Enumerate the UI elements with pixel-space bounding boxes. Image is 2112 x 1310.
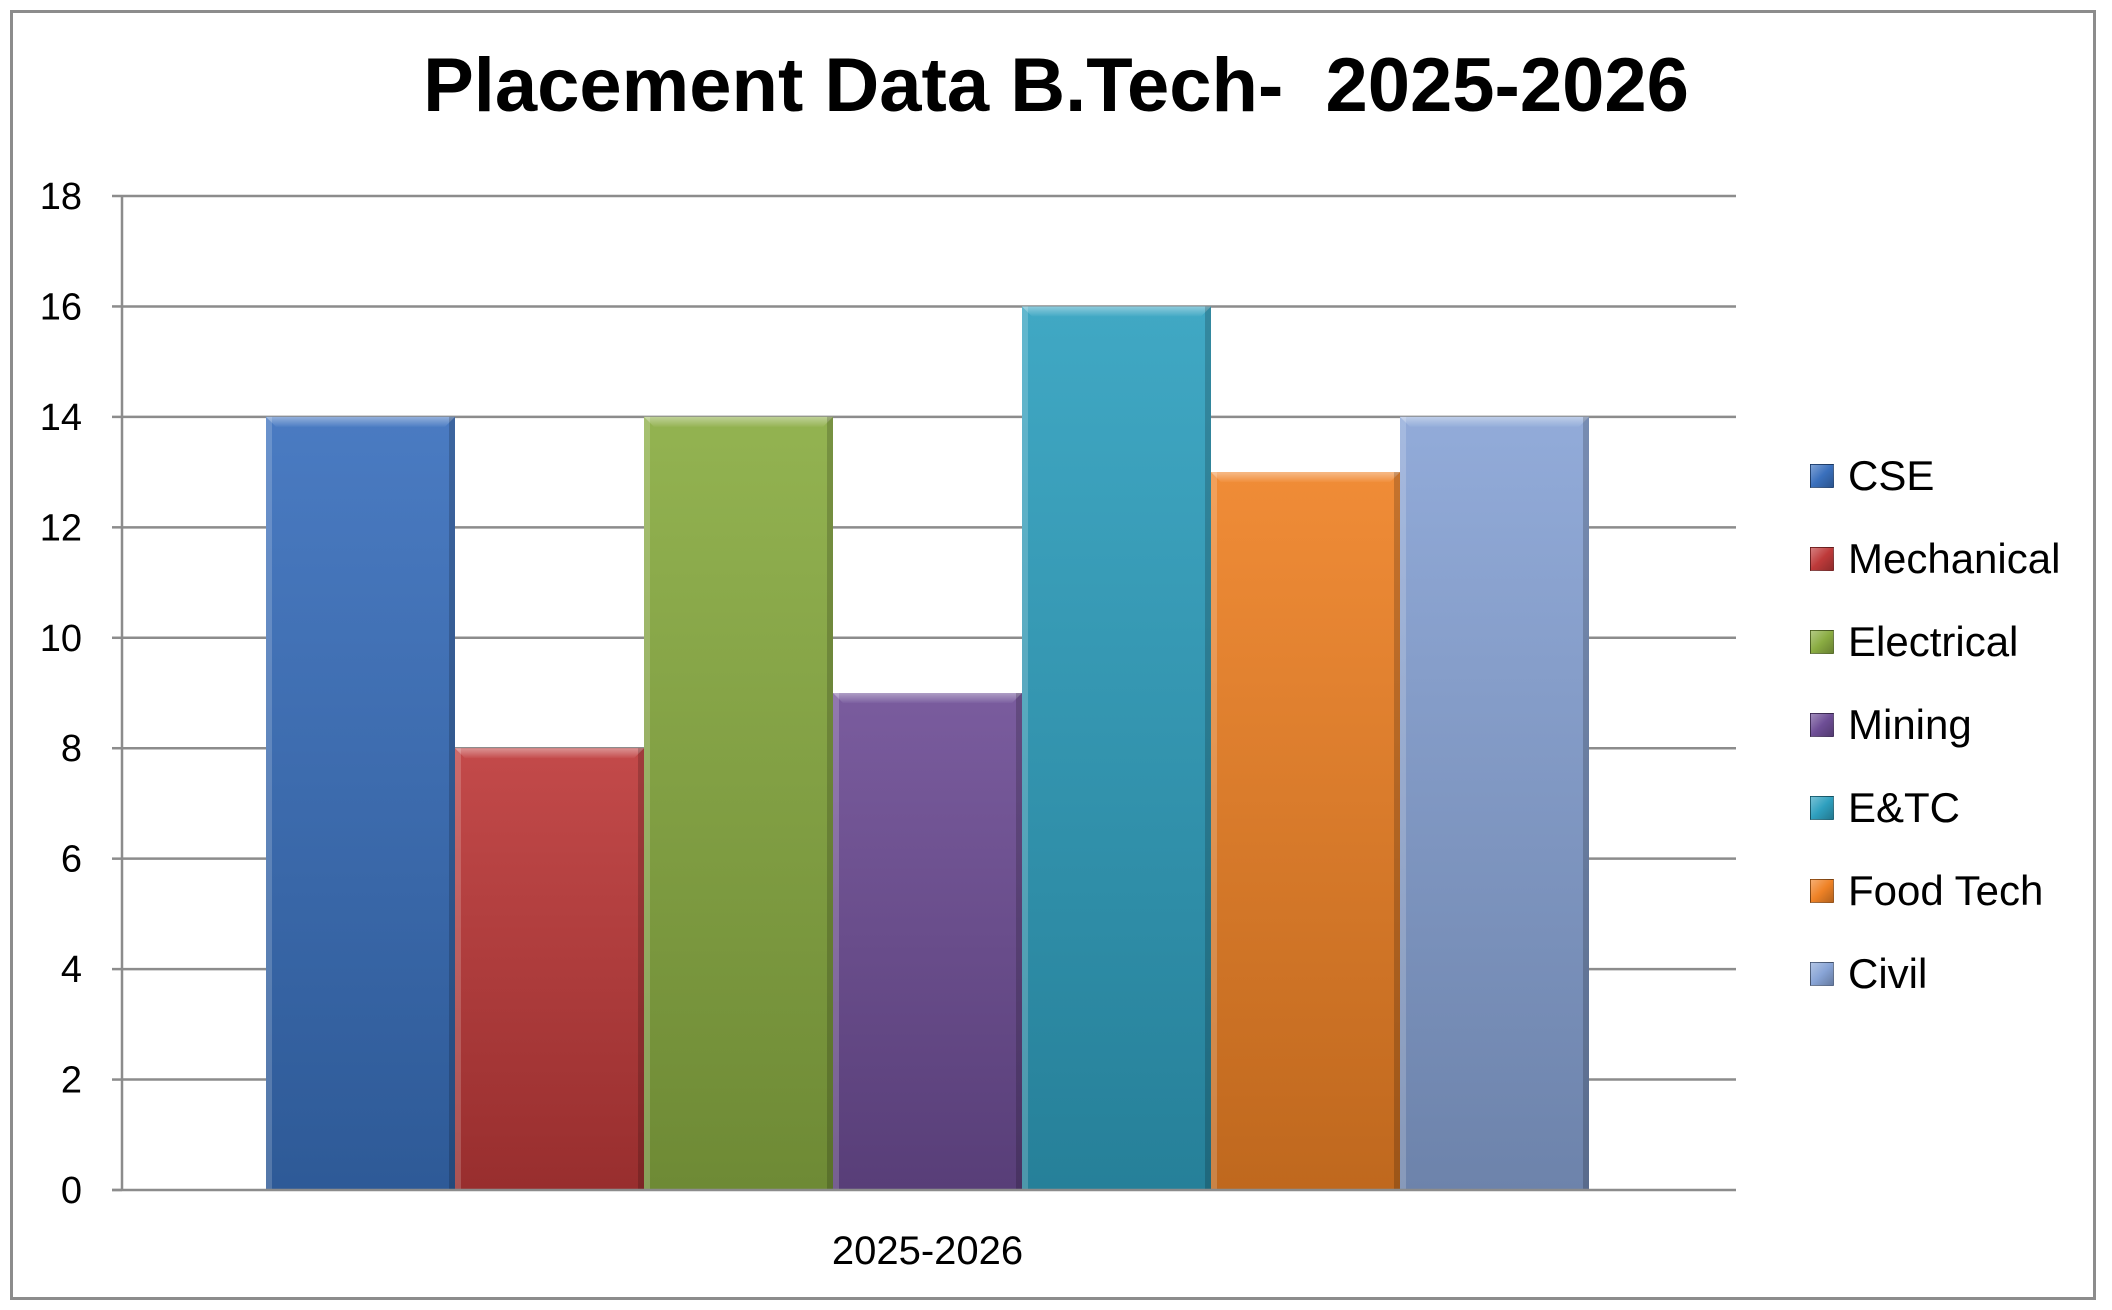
legend-label: CSE [1848, 452, 1935, 499]
bar-cse [266, 416, 455, 1190]
y-tick-label: 2 [61, 1060, 82, 1102]
y-tick-label: 0 [61, 1170, 82, 1212]
bar-mechanical [455, 748, 644, 1190]
bar-bevel-top [1022, 306, 1211, 317]
bar-bevel-right [638, 748, 644, 1190]
legend-item: Mining [1808, 697, 2098, 780]
y-tick-label: 4 [61, 949, 82, 991]
bar-e-tc [1022, 306, 1211, 1190]
legend-swatch [1810, 879, 1834, 903]
legend-item: CSE [1808, 448, 2098, 531]
bar-bevel-right [1016, 693, 1022, 1190]
bar-bevel-right [449, 416, 455, 1190]
chart-legend: CSE Mechanical Electrical Mining E&TC Food Te… [1808, 448, 2098, 1029]
axes [112, 194, 1736, 1192]
bar-mining [833, 693, 1022, 1190]
legend-label: Mechanical [1848, 535, 2061, 582]
y-tick-label: 14 [40, 397, 82, 439]
bar-bevel-left [1211, 472, 1217, 1191]
legend-label: Mining [1848, 701, 1972, 748]
legend-swatch [1810, 630, 1834, 654]
bar-electrical [644, 416, 833, 1190]
legend-item: Food Tech [1808, 863, 2098, 946]
bar-bevel-top [455, 748, 644, 759]
legend-item: E&TC [1808, 780, 2098, 863]
y-tick-label: 8 [61, 728, 82, 770]
bar-body [1022, 306, 1211, 1190]
bar-bevel-top [833, 693, 1022, 703]
y-tick-label: 18 [40, 176, 82, 218]
legend-swatch [1810, 796, 1834, 820]
bar-body [266, 416, 455, 1190]
y-tick-label: 10 [40, 618, 82, 660]
bar-bevel-left [1022, 306, 1028, 1190]
legend-swatch [1810, 713, 1834, 737]
bar-body [1400, 416, 1589, 1190]
bar-bevel-left [644, 416, 650, 1190]
bar-bevel-top [1400, 416, 1589, 427]
legend-swatch [1810, 962, 1834, 986]
legend-item: Electrical [1808, 614, 2098, 697]
y-tick-label: 12 [40, 507, 82, 549]
bar-body [455, 748, 644, 1190]
bar-body [644, 416, 833, 1190]
bar-bevel-right [1583, 416, 1589, 1190]
bar-bevel-top [1211, 472, 1400, 483]
bar-body [833, 693, 1022, 1190]
bars [266, 306, 1589, 1191]
bar-bevel-right [827, 416, 833, 1190]
legend-label: Electrical [1848, 618, 2019, 665]
legend-label: E&TC [1848, 784, 1961, 831]
legend-swatch [1810, 547, 1834, 571]
x-category-label: 2025-2026 [832, 1229, 1023, 1273]
bar-bevel-top [644, 416, 833, 427]
legend-item: Civil [1808, 946, 2098, 1029]
bar-food-tech [1211, 472, 1400, 1191]
bar-bevel-right [1205, 306, 1211, 1190]
bar-bevel-right [1394, 472, 1400, 1191]
tick-labels: 0 2 4 6 8 10 12 14 16 18 2025-2026 [40, 176, 1023, 1273]
legend-item: Mechanical [1808, 531, 2098, 614]
legend-label: Food Tech [1848, 867, 2044, 914]
bar-bevel-left [1400, 416, 1406, 1190]
bar-bevel-left [455, 748, 461, 1190]
bar-bevel-top [266, 416, 455, 427]
y-tick-label: 6 [61, 839, 82, 881]
y-tick-label: 16 [40, 286, 82, 328]
bar-bevel-left [833, 693, 839, 1190]
legend-swatch [1810, 464, 1834, 488]
bar-bevel-left [266, 416, 272, 1190]
bar-civil [1400, 416, 1589, 1190]
bar-body [1211, 472, 1400, 1191]
chart-title: Placement Data B.Tech- 2025-2026 [423, 43, 1689, 128]
legend-label: Civil [1848, 950, 1928, 997]
